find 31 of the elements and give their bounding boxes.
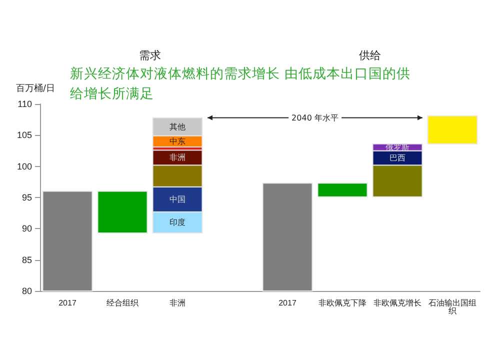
x-tick-label: 2017 <box>278 298 297 308</box>
y-tick-label: 80 <box>22 286 32 296</box>
series-label: 中国 <box>170 194 186 204</box>
text: 供给 <box>359 48 381 63</box>
x-tick-label: 非洲 <box>170 298 186 308</box>
chart-title: 新兴经济体对液体燃料的需求增长 由低成本出口国的供给增长所满足 <box>70 65 412 104</box>
y-tick-label: 85 <box>22 254 32 265</box>
y-tick-label: 90 <box>22 224 32 234</box>
bar <box>427 115 478 144</box>
series-label: 俄罗斯 <box>386 142 410 152</box>
series-label: 印度 <box>170 218 186 227</box>
y-tick-label: 110 <box>18 99 32 109</box>
x-tick-label: 经合组织 <box>106 298 138 308</box>
bar <box>97 190 148 234</box>
x-tick-label: 非欧佩克下降 <box>318 298 366 308</box>
y-tick-label: 100 <box>16 161 32 172</box>
y-tick-label: 105 <box>16 130 32 140</box>
bar <box>317 182 368 198</box>
series-label: 中东 <box>170 136 186 146</box>
y-axis-title: 百万桶/日 <box>16 82 56 95</box>
text: 需求 <box>139 48 161 63</box>
x-tick-label: 石油输出国组织 <box>428 298 476 316</box>
bar <box>42 190 93 292</box>
x-tick-label: 非欧佩克增长 <box>374 298 422 308</box>
bar <box>262 182 313 292</box>
series-label: 非洲 <box>170 153 186 162</box>
x-tick-label: 2017 <box>58 298 77 308</box>
annotation: 2040 年水平 <box>288 112 342 124</box>
series-label: 巴西 <box>390 153 406 162</box>
series-label: 其他 <box>170 122 186 132</box>
y-tick-label: 95 <box>22 192 32 202</box>
